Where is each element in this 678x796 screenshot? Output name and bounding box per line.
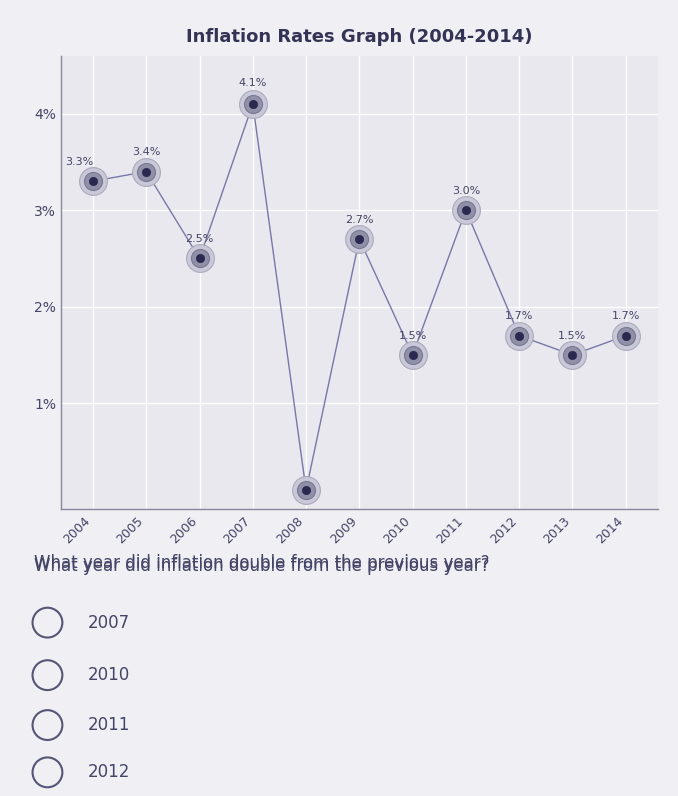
Text: What year did inflation double from the previous year?: What year did inflation double from the …	[34, 557, 490, 576]
Text: 2011: 2011	[88, 716, 130, 734]
Text: 4.1%: 4.1%	[239, 77, 267, 88]
Text: 3.0%: 3.0%	[452, 185, 480, 196]
Text: 1.5%: 1.5%	[558, 330, 586, 341]
Text: 3.3%: 3.3%	[66, 157, 94, 166]
Text: 2007: 2007	[88, 614, 130, 632]
Text: 1.7%: 1.7%	[612, 311, 640, 322]
Title: Inflation Rates Graph (2004-2014): Inflation Rates Graph (2004-2014)	[186, 28, 533, 46]
Text: 1.5%: 1.5%	[399, 330, 426, 341]
Text: 2.5%: 2.5%	[185, 234, 214, 244]
Text: 2010: 2010	[88, 666, 130, 685]
Text: 1.7%: 1.7%	[505, 311, 534, 322]
Text: 2012: 2012	[88, 763, 130, 782]
Text: What year did inflation double from the previous year?: What year did inflation double from the …	[34, 554, 490, 572]
Text: 2.7%: 2.7%	[345, 215, 374, 224]
Text: 0.1%: 0.1%	[0, 795, 1, 796]
Text: 3.4%: 3.4%	[132, 147, 161, 157]
